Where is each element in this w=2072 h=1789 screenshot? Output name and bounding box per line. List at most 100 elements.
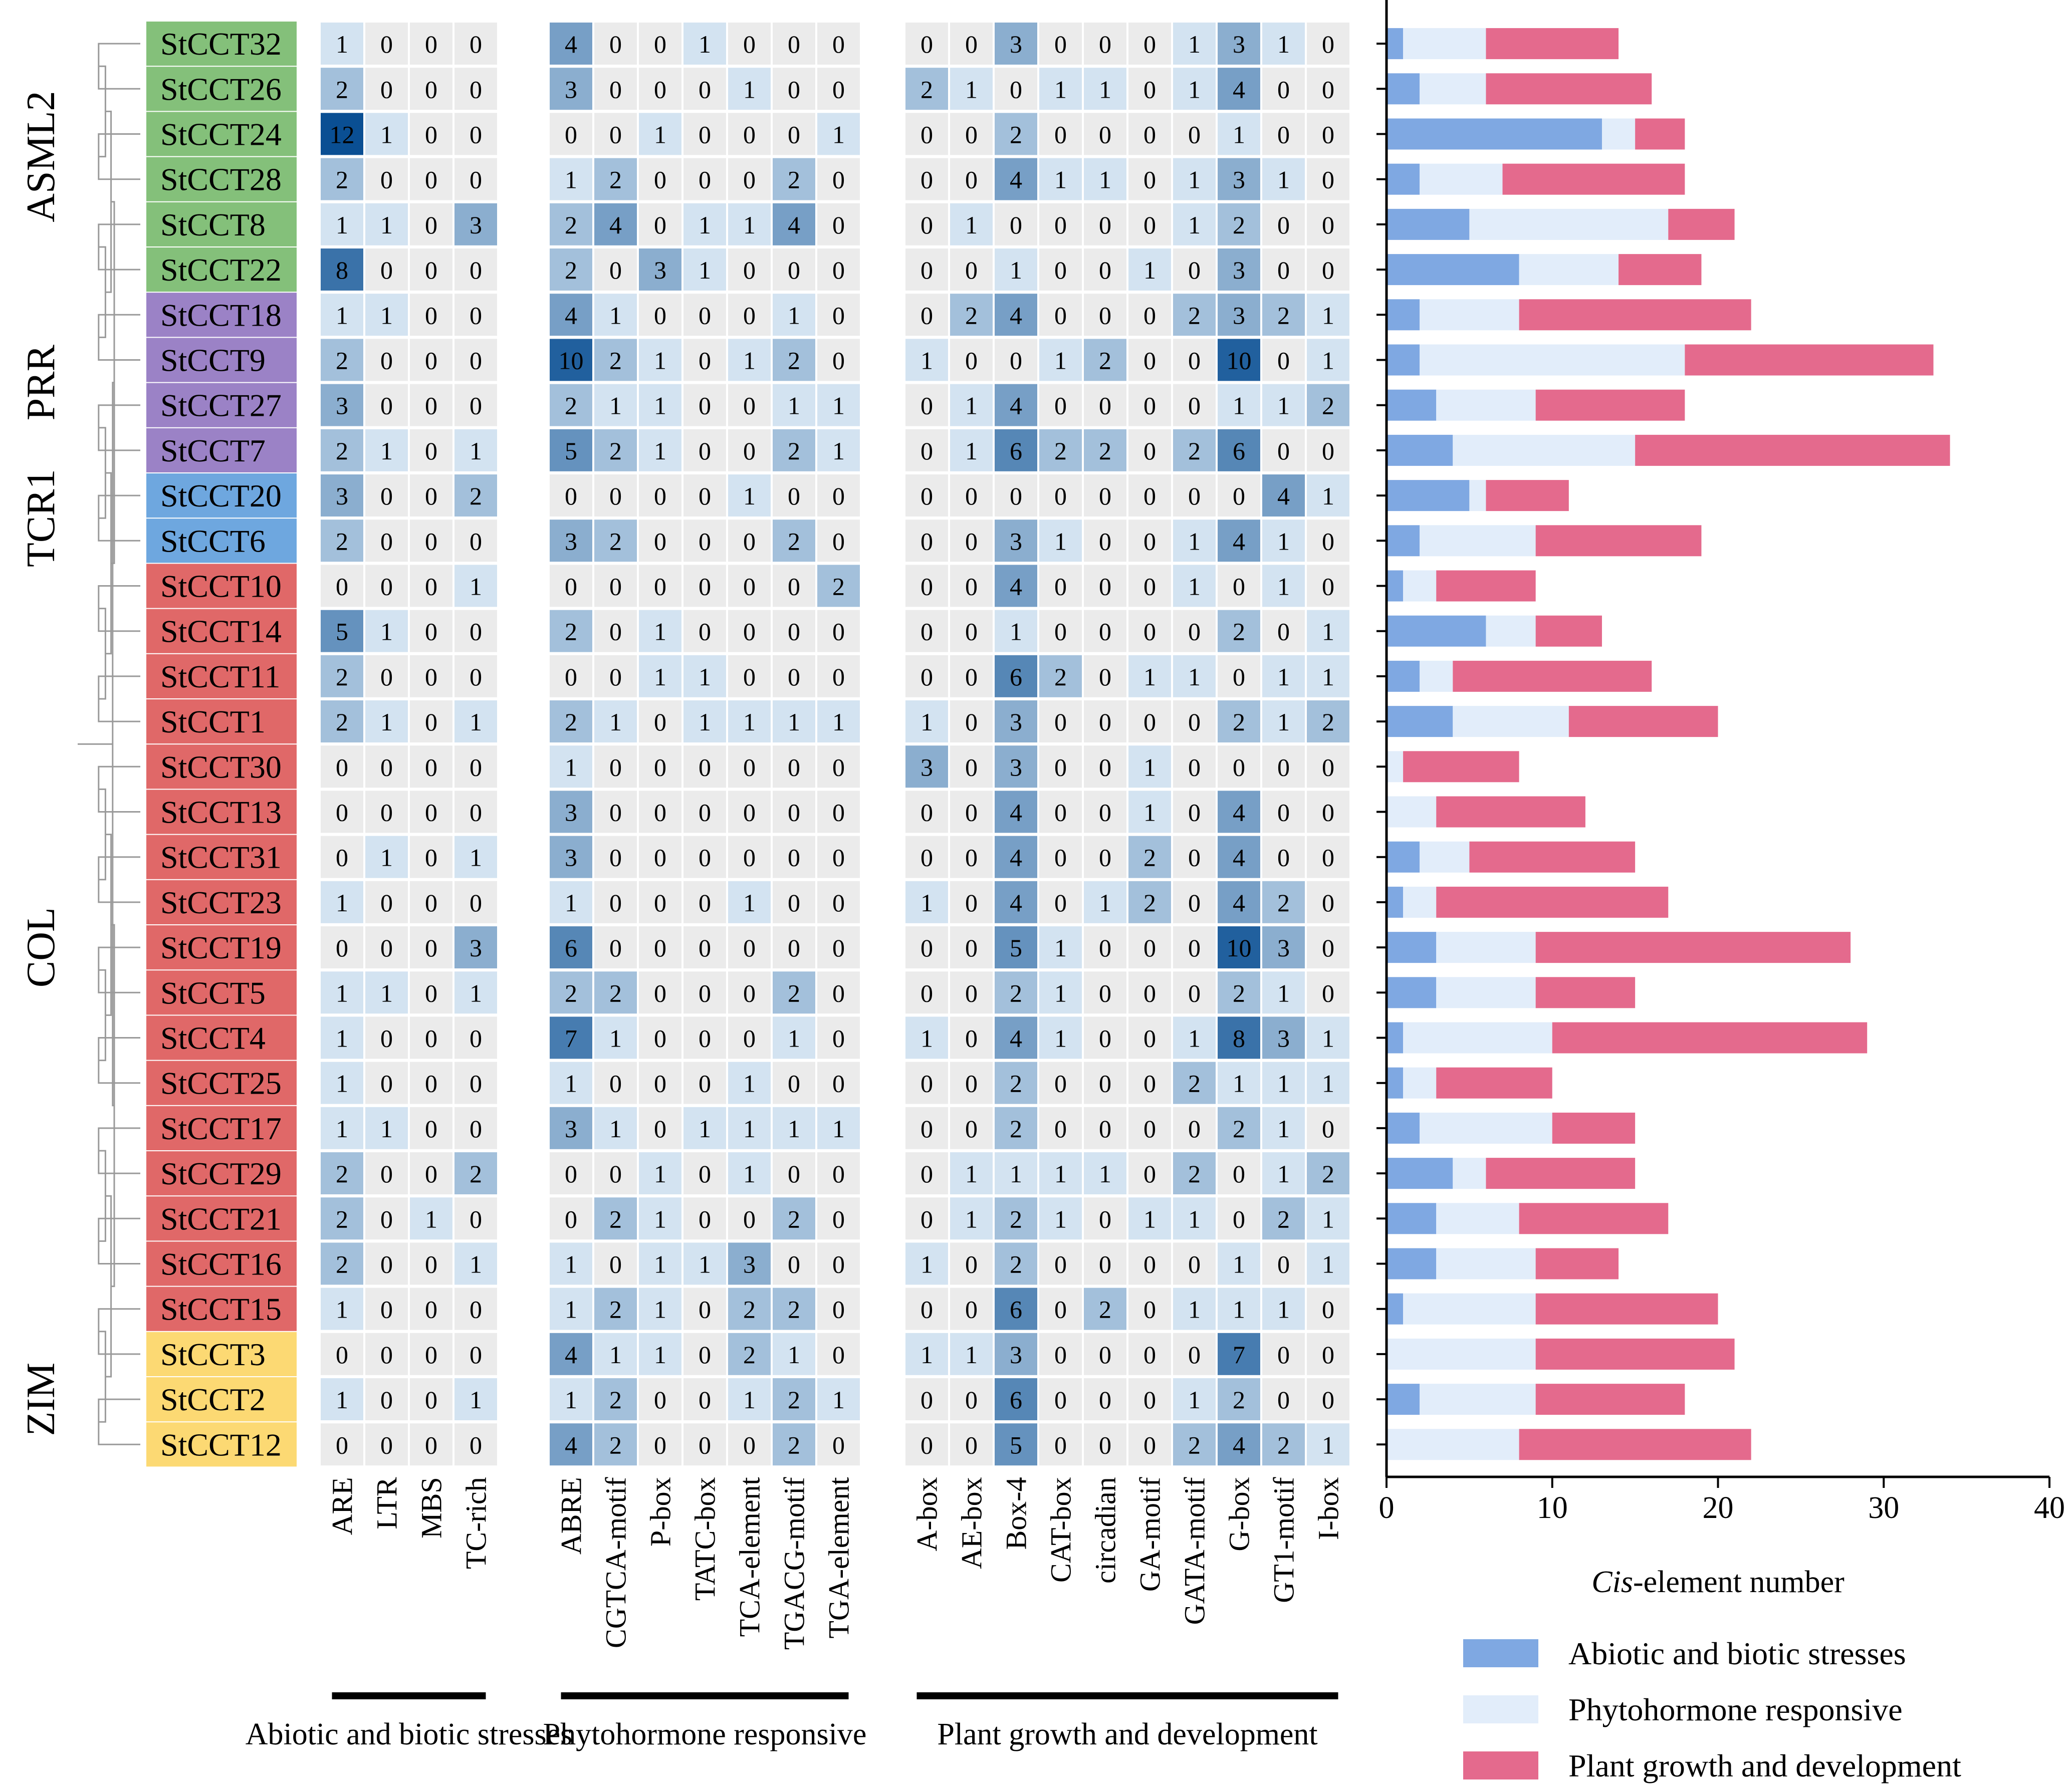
- heatmap-cell-value: 0: [1099, 527, 1111, 555]
- heatmap-cell-value: 1: [743, 1160, 756, 1188]
- bar-segment: [1420, 299, 1519, 331]
- bar-segment: [1685, 344, 1934, 376]
- heatmap-cell: [683, 1333, 726, 1375]
- heatmap-cell: [1262, 971, 1305, 1014]
- heatmap-cell-value: 0: [832, 618, 845, 646]
- heatmap-cell: [1307, 836, 1349, 878]
- heatmap-cell-value: 0: [832, 256, 845, 284]
- heatmap-cell: [905, 1242, 948, 1285]
- heatmap-cell-value: 0: [1233, 1160, 1245, 1188]
- heatmap-cell: [1262, 1423, 1305, 1466]
- heatmap-cell: [683, 248, 726, 291]
- heatmap-cell: [594, 1107, 637, 1149]
- heatmap-cell-value: 0: [920, 1431, 933, 1459]
- heatmap-cell: [1084, 1152, 1126, 1194]
- heatmap-cell-value: 0: [425, 1250, 437, 1279]
- heatmap-cell: [1039, 1378, 1082, 1420]
- heatmap-cell-value: 0: [425, 889, 437, 917]
- heatmap-cell-value: 4: [1233, 799, 1245, 827]
- heatmap-cell: [728, 1197, 771, 1240]
- heatmap-cell: [1128, 700, 1171, 742]
- heatmap-cell-value: 1: [1054, 1025, 1067, 1053]
- heatmap-cell-value: 3: [1010, 753, 1022, 781]
- heatmap-cell-value: 4: [1010, 1025, 1022, 1053]
- heatmap-cell: [683, 520, 726, 562]
- heatmap-cell-value: 0: [965, 753, 978, 781]
- heatmap-cell-value: 1: [743, 708, 756, 736]
- heatmap-cell-value: 2: [336, 663, 348, 691]
- tree-branch: [98, 246, 106, 338]
- heatmap-cell: [454, 1242, 497, 1285]
- heatmap-cell-value: 0: [425, 392, 437, 420]
- heatmap-cell-value: 1: [336, 1115, 348, 1143]
- heatmap-cell: [728, 158, 771, 200]
- heatmap-cell: [1128, 113, 1171, 155]
- heatmap-cell-value: 1: [743, 1386, 756, 1414]
- heatmap-cell-value: 1: [336, 1386, 348, 1414]
- heatmap-cell: [321, 926, 363, 968]
- heatmap-cell: [1218, 971, 1260, 1014]
- heatmap-cell-value: 1: [1188, 75, 1201, 103]
- heatmap-cell: [550, 971, 592, 1014]
- bar-segment: [1387, 1338, 1536, 1370]
- heatmap-cell-value: 3: [1010, 1341, 1022, 1369]
- heatmap-cell: [683, 791, 726, 833]
- heatmap-cell-value: 1: [699, 211, 711, 239]
- heatmap-cell-value: 2: [1322, 708, 1334, 736]
- x-tick-label: 40: [2034, 1491, 2065, 1525]
- heatmap-cell: [365, 339, 408, 381]
- bar-segment: [1403, 1022, 1552, 1054]
- heatmap-cell-value: 1: [965, 392, 978, 420]
- heatmap-cell: [1084, 23, 1126, 65]
- heatmap-cell: [1218, 1062, 1260, 1104]
- heatmap-cell: [594, 971, 637, 1014]
- heatmap-cell: [454, 565, 497, 607]
- heatmap-cell: [1128, 248, 1171, 291]
- heatmap-cell: [365, 971, 408, 1014]
- heatmap-cell: [321, 474, 363, 517]
- heatmap-cell-value: 1: [699, 1250, 711, 1279]
- heatmap-cell: [1307, 565, 1349, 607]
- element-label: CGTCA-motif: [600, 1477, 632, 1648]
- heatmap-cell-value: 0: [1143, 1160, 1156, 1188]
- heatmap-cell: [773, 745, 815, 788]
- heatmap-cell-value: 0: [609, 75, 622, 103]
- heatmap-cell-value: 1: [380, 211, 393, 239]
- gene-label-bg: [146, 744, 297, 789]
- heatmap-cell-value: 0: [1099, 934, 1111, 962]
- heatmap-cell-value: 1: [788, 1115, 800, 1143]
- heatmap-cell: [639, 1107, 681, 1149]
- heatmap-cell: [1218, 1288, 1260, 1330]
- heatmap-cell-value: 1: [965, 1341, 978, 1369]
- heatmap-cell: [550, 1197, 592, 1240]
- heatmap-cell-value: 4: [1277, 482, 1290, 510]
- heatmap-cell: [550, 565, 592, 607]
- heatmap-cell: [321, 1288, 363, 1330]
- heatmap-cell-value: 0: [1322, 527, 1334, 555]
- heatmap-cell: [410, 1378, 452, 1420]
- heatmap-cell-value: 0: [1188, 1115, 1201, 1143]
- heatmap-cell: [1262, 113, 1305, 155]
- heatmap-cell: [410, 158, 452, 200]
- heatmap-cell-value: 1: [1322, 1205, 1334, 1233]
- heatmap-cell-value: 1: [1233, 1250, 1245, 1279]
- heatmap-cell: [1173, 971, 1216, 1014]
- heatmap-cell: [728, 1242, 771, 1285]
- heatmap-cell: [1218, 23, 1260, 65]
- heatmap-cell: [728, 1288, 771, 1330]
- heatmap-cell: [817, 610, 860, 652]
- heatmap-cell-value: 0: [1099, 256, 1111, 284]
- heatmap-cell: [1262, 926, 1305, 968]
- heatmap-cell: [773, 429, 815, 471]
- heatmap-cell-value: 1: [654, 618, 666, 646]
- heatmap-cell: [817, 926, 860, 968]
- heatmap-cell: [639, 1288, 681, 1330]
- heatmap-cell-value: 0: [380, 482, 393, 510]
- heatmap-cell-value: 3: [565, 75, 577, 103]
- heatmap-cell-value: 0: [832, 799, 845, 827]
- heatmap-cell: [950, 1333, 993, 1375]
- heatmap-cell: [773, 1242, 815, 1285]
- heatmap-cell-value: 0: [425, 1386, 437, 1414]
- heatmap-cell: [1218, 294, 1260, 336]
